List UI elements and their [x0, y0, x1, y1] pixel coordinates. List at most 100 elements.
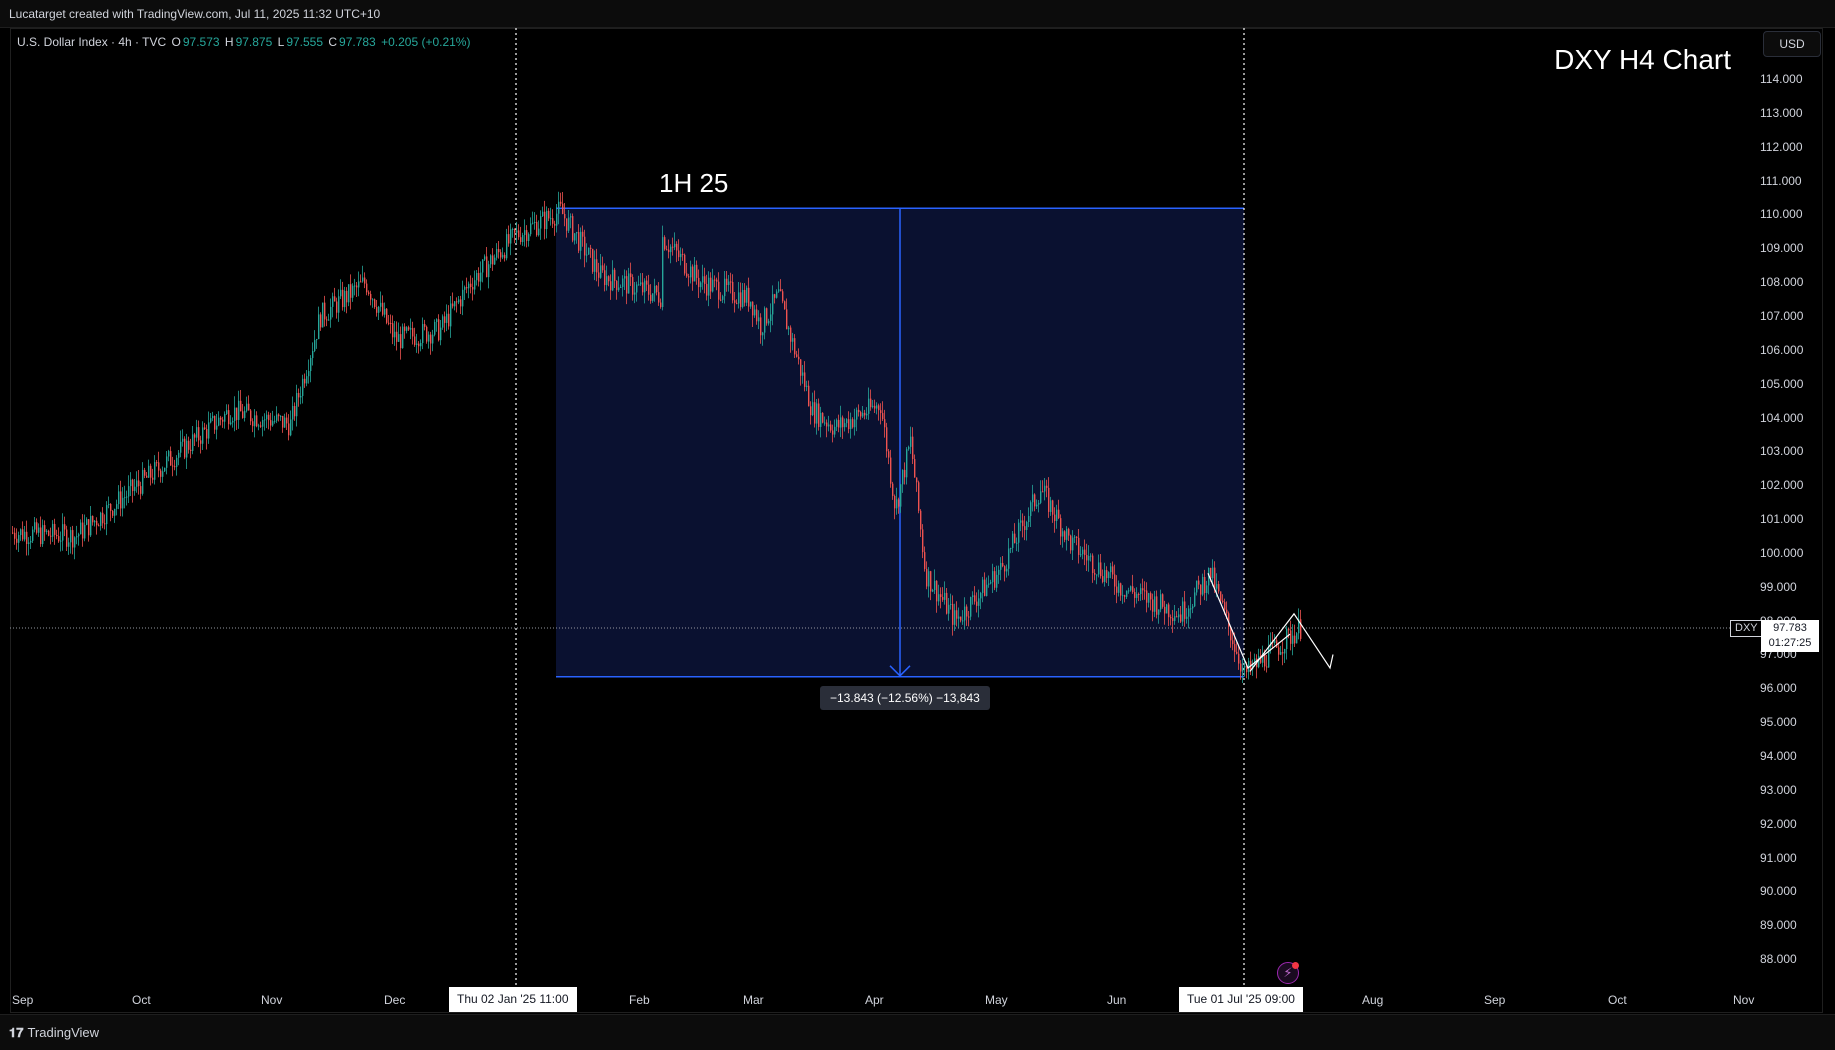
symbol-legend[interactable]: U.S. Dollar Index · 4h · TVC O 97.573 H 97… — [17, 35, 472, 49]
candle — [484, 254, 486, 261]
candle — [228, 404, 230, 430]
lightning-icon[interactable]: ⚡ — [1277, 962, 1299, 984]
candle — [1178, 607, 1180, 623]
candle — [282, 415, 284, 433]
candle — [188, 436, 190, 454]
candle — [1024, 515, 1026, 541]
candle — [478, 267, 480, 287]
candle — [1136, 587, 1138, 604]
candle — [982, 576, 984, 603]
candle — [1258, 648, 1260, 669]
candle — [1100, 554, 1102, 579]
candle — [1144, 581, 1146, 600]
price-axis-label: 107.000 — [1760, 308, 1804, 323]
candle — [920, 509, 922, 537]
candle — [1096, 574, 1098, 585]
candle — [510, 223, 512, 256]
last-price-tag: 97.783 01:27:25 — [1761, 620, 1819, 652]
candle — [336, 297, 338, 319]
candle — [728, 275, 730, 292]
candle — [444, 311, 446, 333]
candle — [180, 430, 182, 458]
candle — [104, 514, 106, 530]
candle — [512, 227, 514, 238]
candle — [314, 330, 316, 353]
candle — [16, 528, 18, 550]
candle — [606, 265, 608, 291]
candle — [474, 270, 476, 295]
candle — [1030, 500, 1032, 528]
candle — [772, 285, 774, 326]
chart-pane[interactable] — [10, 28, 1823, 1013]
legend-symbol[interactable]: U.S. Dollar Index · 4h · TVC — [17, 35, 167, 49]
candle — [1166, 603, 1168, 614]
candle — [546, 206, 548, 239]
candle — [490, 254, 492, 269]
candle — [334, 287, 336, 302]
candle — [350, 274, 352, 310]
candle — [380, 291, 382, 312]
candle — [1084, 539, 1086, 566]
legend-high-value: 97.875 — [235, 35, 273, 49]
candle — [394, 321, 396, 346]
tradingview-brand[interactable]: 𝟏𝟕 TradingView — [9, 1025, 99, 1041]
candle — [1126, 590, 1128, 600]
candle — [218, 411, 220, 427]
candle — [416, 333, 418, 353]
candle — [880, 403, 882, 425]
range-box-label[interactable]: 1H 25 — [659, 168, 729, 198]
candle — [58, 527, 60, 543]
candle — [320, 312, 322, 331]
candle — [56, 529, 58, 540]
candle — [718, 272, 720, 309]
candle — [418, 341, 420, 354]
range-measure-label: −13.843 (−12.56%) −13,843 — [820, 686, 990, 710]
candle — [1060, 514, 1062, 545]
candle — [388, 315, 390, 326]
candle — [178, 449, 180, 466]
candle — [508, 225, 510, 247]
candle — [288, 414, 290, 441]
candle — [752, 301, 754, 328]
candle — [1068, 527, 1070, 542]
candle — [736, 299, 738, 305]
candle — [908, 445, 910, 451]
end-time-marker: Tue 01 Jul '25 09:00 — [1179, 987, 1303, 1012]
candle — [530, 217, 532, 237]
candle — [318, 306, 320, 340]
candle — [1150, 591, 1152, 611]
candle — [194, 432, 196, 447]
candle — [1154, 590, 1156, 618]
candle — [360, 274, 362, 283]
candle — [932, 588, 934, 593]
candle — [88, 518, 90, 542]
candle — [776, 289, 778, 299]
candle — [996, 565, 998, 592]
candle — [556, 203, 558, 233]
projection-path-drawing[interactable] — [1249, 612, 1334, 672]
candle — [278, 413, 280, 422]
candle — [988, 575, 990, 588]
candle — [940, 587, 942, 609]
candle — [1044, 477, 1046, 501]
candle — [1250, 651, 1252, 676]
candle — [1236, 642, 1238, 655]
currency-button[interactable]: USD — [1763, 31, 1821, 57]
candle — [210, 412, 212, 424]
trend-line-drawing[interactable] — [1207, 572, 1291, 669]
candle — [934, 569, 936, 594]
candle — [116, 499, 118, 516]
candle — [944, 581, 946, 605]
candle — [456, 297, 458, 313]
candle — [328, 313, 330, 321]
candle — [476, 270, 478, 286]
chart-title-text[interactable]: DXY H4 Chart — [1554, 44, 1731, 75]
candle — [272, 410, 274, 427]
candle — [70, 526, 72, 554]
candle — [832, 424, 834, 443]
candle — [620, 284, 622, 288]
candle — [716, 277, 718, 291]
candle — [1118, 580, 1120, 597]
range-arrowhead — [889, 665, 911, 677]
